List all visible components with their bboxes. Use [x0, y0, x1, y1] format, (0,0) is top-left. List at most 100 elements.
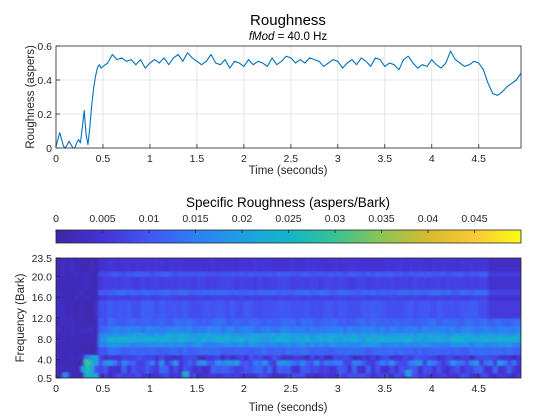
heatmap-cell [290, 318, 297, 327]
heatmap-cell [403, 364, 409, 374]
heatmap-cell [412, 325, 419, 334]
heatmap-cell [323, 318, 330, 327]
heatmap-cell [164, 318, 170, 327]
heatmap-cell [455, 276, 461, 290]
heatmap-cell [389, 346, 395, 356]
heatmap-cell [389, 299, 395, 319]
heatmap-cell [295, 271, 301, 277]
heatmap-cell [342, 359, 348, 366]
heatmap-cell [412, 359, 419, 366]
heatmap-cell [182, 271, 189, 277]
heatmap-cell [488, 332, 494, 337]
heatmap-cell [117, 318, 123, 327]
heatmap-cell [225, 364, 231, 374]
heatmap-cell [380, 318, 386, 327]
heatmap-cell [497, 364, 503, 374]
heatmap-cell [431, 325, 438, 334]
heatmap-cell [323, 359, 330, 366]
heatmap-x-axis-label: Time (seconds) [249, 402, 328, 414]
y-tick-label: 0.6 [37, 41, 52, 53]
heatmap-cell [243, 372, 250, 378]
heatmap-cell [93, 294, 99, 301]
heatmap-cell [74, 336, 81, 343]
heatmap-cell [84, 294, 90, 301]
heatmap-cell [436, 318, 442, 327]
heatmap-cell [328, 299, 334, 319]
heatmap-cell [79, 372, 85, 378]
heatmap-cell [126, 299, 132, 319]
heatmap-cell [319, 354, 325, 361]
heatmap-cell [272, 359, 278, 366]
heatmap-cell [164, 359, 170, 366]
heatmap-cell [337, 299, 344, 319]
heatmap-cell [168, 258, 175, 272]
heatmap-cell [70, 332, 76, 337]
heatmap-cell [215, 364, 221, 374]
heatmap-cell [483, 258, 489, 272]
heatmap-cell [159, 258, 165, 272]
heatmap-cell [88, 341, 95, 348]
heatmap-cell [431, 346, 438, 356]
heatmap-cell [474, 289, 480, 296]
heatmap-cell [272, 289, 278, 296]
heatmap-cell [135, 289, 142, 296]
heatmap-cell [88, 276, 95, 290]
heatmap-cell [267, 318, 273, 327]
heatmap-cell [98, 341, 104, 348]
heatmap-cell [211, 325, 217, 334]
heatmap-cell [168, 276, 175, 290]
heatmap-cell [215, 372, 221, 378]
heatmap-cell [474, 346, 480, 356]
heatmap-cell [474, 359, 480, 366]
heatmap-cell [225, 341, 231, 348]
heatmap-cell [502, 276, 508, 290]
heatmap-cell [159, 359, 165, 366]
heatmap-cell [384, 332, 391, 337]
heatmap-cell [375, 341, 381, 348]
heatmap-cell [483, 346, 489, 356]
heatmap-cell [159, 372, 165, 378]
heatmap-cell [281, 289, 287, 296]
heatmap-cell [220, 341, 226, 348]
heatmap-cell [215, 341, 221, 348]
heatmap-cell [112, 359, 118, 366]
heatmap-cell [314, 332, 320, 337]
heatmap-cell [478, 258, 485, 272]
heatmap-cell [394, 346, 400, 356]
heatmap-cell [88, 271, 95, 277]
heatmap-cell [497, 289, 503, 296]
heatmap-cell [102, 271, 109, 277]
heatmap-cell [511, 359, 517, 366]
heatmap-cell [159, 294, 165, 301]
heatmap-cell [140, 332, 146, 337]
heatmap-cell [60, 289, 66, 296]
heatmap-cell [149, 341, 156, 348]
heatmap-cell [323, 364, 330, 374]
heatmap-cell [93, 354, 99, 361]
heatmap-cell [253, 299, 259, 319]
heatmap-cell [328, 364, 334, 374]
heatmap-cell [135, 299, 142, 319]
heatmap-cell [178, 346, 184, 356]
heatmap-cell [107, 299, 113, 319]
heatmap-cell [253, 318, 259, 327]
heatmap-cell [455, 341, 461, 348]
heatmap-cell [497, 336, 503, 343]
heatmap-cell [84, 341, 90, 348]
heatmap-cell [131, 364, 137, 374]
heatmap-cell [140, 359, 146, 366]
heatmap-cell [112, 336, 118, 343]
heatmap-cell [70, 346, 76, 356]
heatmap-cell [93, 258, 99, 272]
heatmap-cell [135, 364, 142, 374]
heatmap-cell [112, 341, 118, 348]
heatmap-cell [84, 346, 90, 356]
heatmap-cell [243, 341, 250, 348]
heatmap-cell [88, 318, 95, 327]
heatmap-cell [506, 325, 513, 334]
heatmap-cell [187, 372, 193, 378]
heatmap-cell [464, 346, 470, 356]
heatmap-cell [187, 346, 193, 356]
heatmap-cell [309, 258, 315, 272]
heatmap-cell [459, 354, 466, 361]
